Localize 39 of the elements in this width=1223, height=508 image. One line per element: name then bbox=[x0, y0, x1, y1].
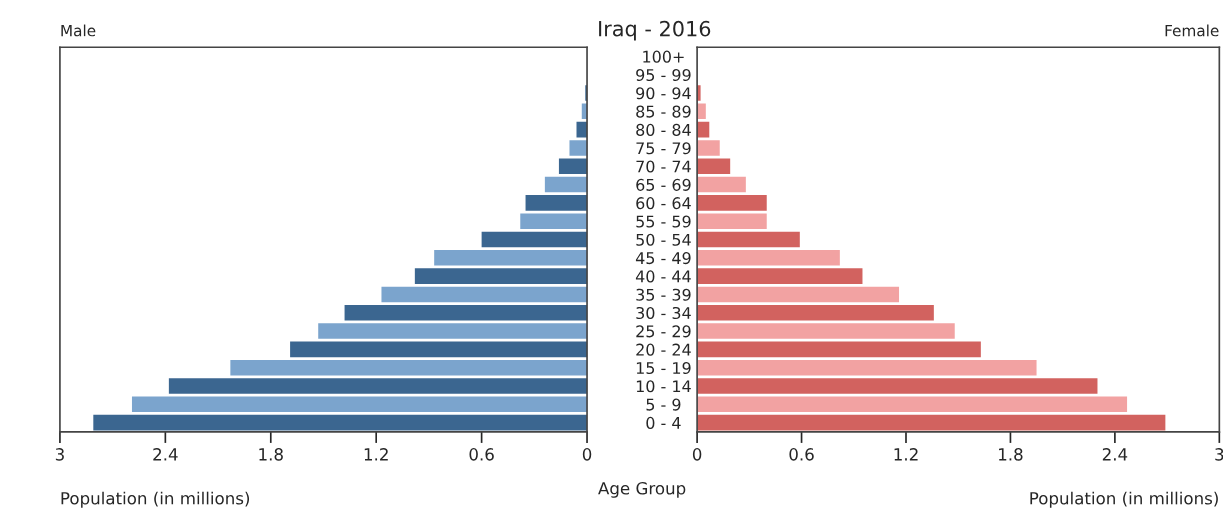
x-tick-label: 3 bbox=[55, 448, 64, 461]
y-tick-label: 0 - 4 bbox=[646, 416, 681, 429]
y-tick-label: 100+ bbox=[643, 50, 684, 63]
text: Iraq - 2016 bbox=[599, 20, 711, 41]
y-tick-label: 95 - 99 bbox=[636, 68, 691, 82]
y-tick-label: 25 - 29 bbox=[636, 325, 691, 338]
y-tick-label: 55 - 59 bbox=[636, 215, 691, 228]
y-tick-label: 10 - 14 bbox=[636, 380, 691, 393]
x-tick-label: 3 bbox=[1215, 448, 1223, 461]
x-tick-label: 1.8 bbox=[259, 448, 283, 461]
y-tick-label: 35 - 39 bbox=[636, 288, 691, 301]
y-tick-label: 85 - 89 bbox=[636, 105, 691, 118]
y-tick-label: 80 - 84 bbox=[636, 123, 691, 136]
y-tick-label: 40 - 44 bbox=[635, 270, 691, 283]
x-tick-label: 2.4 bbox=[153, 448, 178, 461]
y-tick-label: 5 - 9 bbox=[646, 398, 681, 411]
y-tick-label: 45 - 49 bbox=[635, 252, 691, 265]
y-tick-label: 15 - 19 bbox=[636, 361, 691, 374]
y-tick-label: 90 - 94 bbox=[636, 87, 691, 100]
y-tick-label: 60 - 64 bbox=[636, 197, 691, 210]
x-tick-label: 2.4 bbox=[1102, 448, 1128, 461]
y-tick-label: 50 - 54 bbox=[636, 233, 691, 246]
x-tick-label: 0.6 bbox=[789, 448, 814, 461]
y-tick-label: 65 - 69 bbox=[636, 178, 691, 191]
chart-title: Female bbox=[1165, 24, 1219, 37]
x-axis-title: Population (in millions) bbox=[1030, 491, 1218, 508]
x-tick-label: 0 bbox=[692, 448, 702, 461]
y-tick-label: 30 - 34 bbox=[636, 306, 691, 320]
chart-title: Male bbox=[61, 24, 96, 37]
x-tick-label: 1.2 bbox=[364, 448, 388, 461]
x-tick-label: 0 bbox=[582, 448, 592, 461]
x-axis-title: Population (in millions) bbox=[61, 491, 250, 508]
x-tick-label: 1.2 bbox=[894, 448, 918, 461]
x-tick-label: 0.6 bbox=[469, 448, 494, 461]
y-tick-label: 75 - 79 bbox=[636, 142, 691, 155]
y-tick-label: 20 - 24 bbox=[636, 343, 691, 356]
text: Age Group bbox=[598, 482, 686, 498]
y-tick-label: 70 - 74 bbox=[636, 160, 691, 173]
x-tick-label: 1.8 bbox=[999, 448, 1023, 461]
